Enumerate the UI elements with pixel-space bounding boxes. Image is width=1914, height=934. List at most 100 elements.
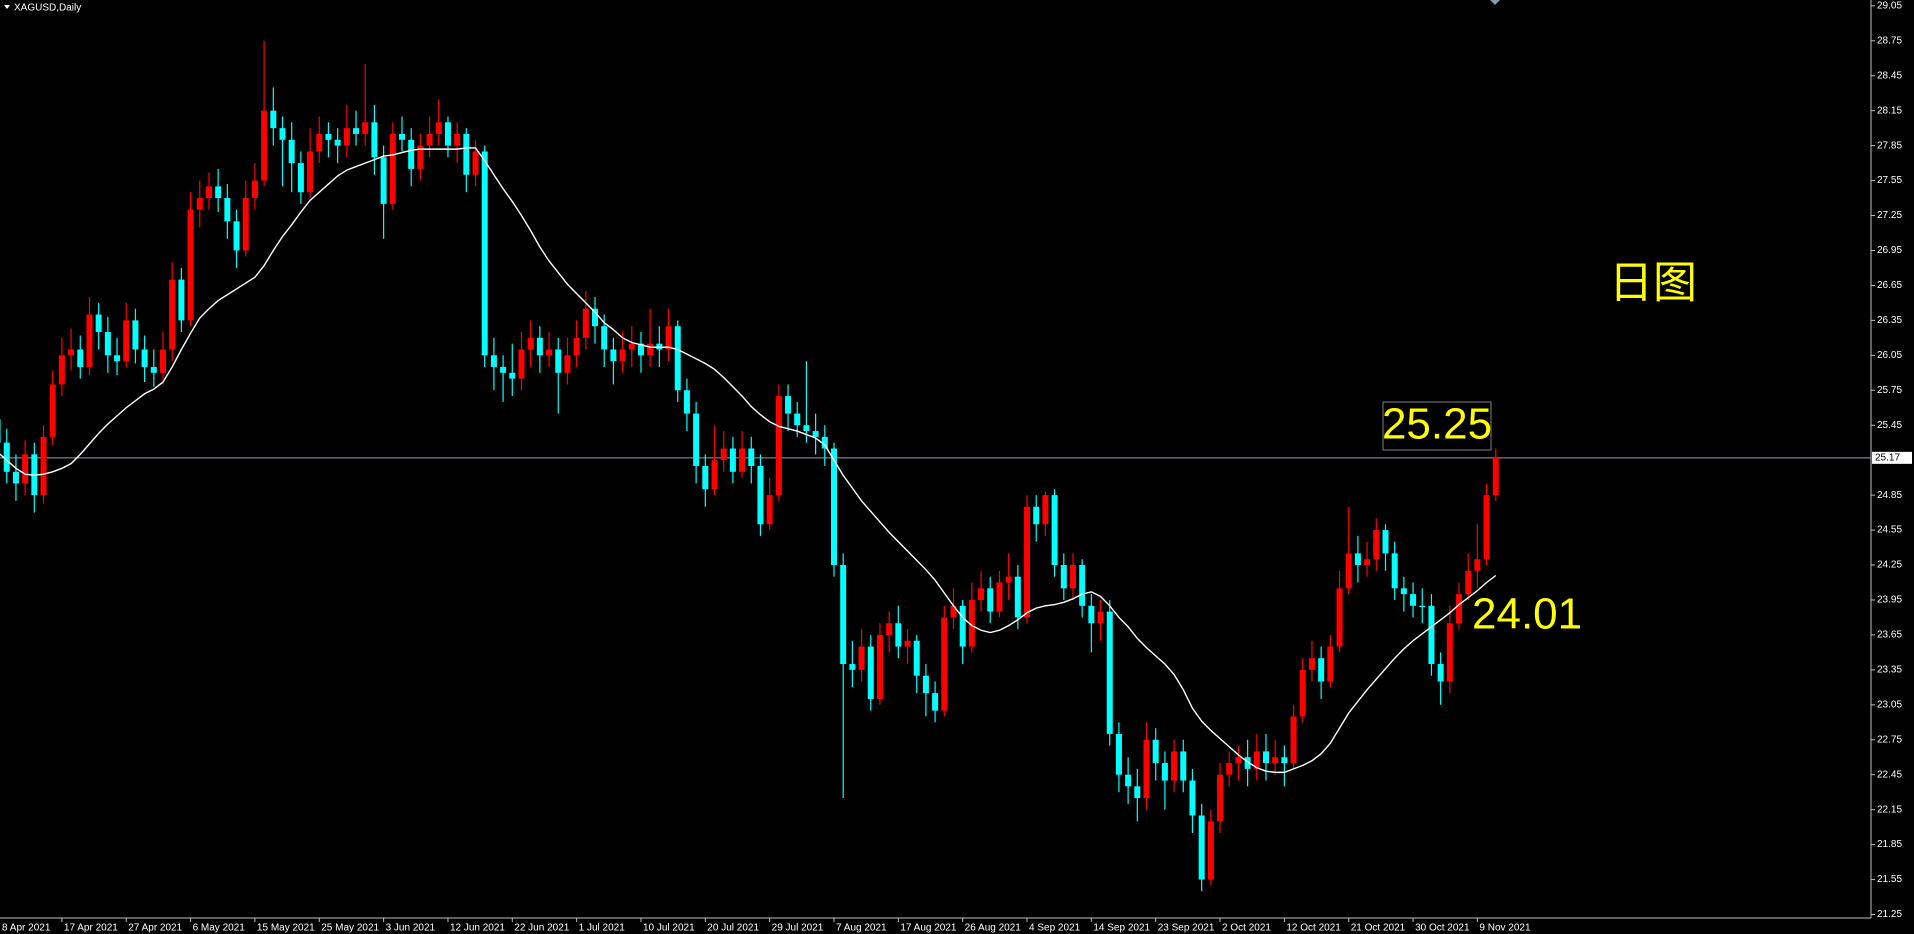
- candle-body: [114, 355, 121, 362]
- candle-body: [95, 314, 102, 333]
- candle-body: [904, 640, 911, 647]
- y-tick-label: 26.05: [1877, 350, 1902, 361]
- candle-body: [1400, 588, 1407, 595]
- period-annotation: 日图: [1609, 259, 1697, 308]
- candle-body: [757, 465, 764, 525]
- candle-body: [647, 343, 654, 356]
- candle-body: [22, 454, 29, 484]
- candle-body: [1391, 553, 1398, 589]
- candle-body: [261, 110, 268, 181]
- x-tick-label: 12 Jun 2021: [450, 923, 505, 934]
- y-tick-label: 27.25: [1877, 210, 1902, 221]
- x-tick-label: 4 Sep 2021: [1029, 923, 1081, 934]
- y-tick-label: 23.35: [1877, 665, 1902, 676]
- candle-body: [104, 332, 111, 356]
- candle-body: [766, 495, 773, 525]
- candle-body: [941, 617, 948, 711]
- candle-body: [1198, 815, 1205, 880]
- candle-body: [683, 390, 690, 414]
- candle-body: [1217, 774, 1224, 822]
- y-tick-label: 26.35: [1877, 315, 1902, 326]
- candle-body: [509, 372, 516, 379]
- x-tick-label: 17 Apr 2021: [64, 923, 118, 934]
- candle-body: [288, 139, 295, 164]
- candle-body: [1428, 605, 1435, 665]
- y-tick-label: 22.45: [1877, 769, 1902, 780]
- candle-body: [362, 122, 369, 134]
- candle-body: [1382, 530, 1389, 554]
- candle-body: [1299, 669, 1306, 717]
- candle-body: [619, 349, 626, 362]
- candle-body: [1171, 751, 1178, 781]
- current-price-tag: [1872, 451, 1912, 464]
- candle-body: [665, 326, 672, 350]
- x-tick-label: 10 Jul 2021: [643, 923, 695, 934]
- candle-body: [1244, 757, 1251, 769]
- candle-body: [996, 582, 1003, 612]
- candle-body: [1143, 739, 1150, 799]
- y-tick-label: 28.45: [1877, 70, 1902, 81]
- x-tick-label: 2 Oct 2021: [1222, 923, 1271, 934]
- candle-body: [527, 337, 534, 350]
- x-tick-label: 12 Oct 2021: [1286, 923, 1341, 934]
- candle-body: [536, 337, 543, 356]
- candle-body: [3, 442, 10, 472]
- y-tick-label: 24.55: [1877, 525, 1902, 536]
- x-tick-label: 20 Jul 2021: [707, 923, 759, 934]
- candle-body: [1465, 570, 1472, 595]
- candle-body: [775, 396, 782, 496]
- candle-body: [1014, 576, 1021, 618]
- candle-body: [1262, 751, 1269, 764]
- candle-body: [58, 355, 65, 385]
- candle-body: [1474, 559, 1481, 571]
- candle-body: [858, 646, 865, 670]
- y-tick-label: 27.55: [1877, 175, 1902, 186]
- candle-body: [1060, 565, 1067, 589]
- candle-body: [729, 448, 736, 472]
- y-tick-label: 25.75: [1877, 385, 1902, 396]
- candle-body: [1189, 780, 1196, 816]
- y-tick-label: 24.25: [1877, 560, 1902, 571]
- candle-body: [141, 349, 148, 367]
- y-tick-label: 25.45: [1877, 420, 1902, 431]
- candle-body: [803, 425, 810, 432]
- candle-body: [582, 308, 589, 338]
- ma-annotation: 24.01: [1472, 590, 1582, 639]
- y-tick-label: 27.85: [1877, 140, 1902, 151]
- y-tick-label: 28.75: [1877, 35, 1902, 46]
- candle-body: [1207, 821, 1214, 880]
- candle-body: [1373, 530, 1380, 560]
- candle-body: [279, 128, 286, 140]
- y-tick-label: 29.05: [1877, 0, 1902, 11]
- candle-body: [270, 110, 277, 129]
- candle-body: [1226, 763, 1233, 775]
- y-tick-label: 26.65: [1877, 280, 1902, 291]
- candle-body: [1318, 658, 1325, 682]
- candle-body: [371, 122, 378, 158]
- candle-body: [132, 320, 139, 350]
- candle-body: [1180, 751, 1187, 781]
- x-tick-label: 15 May 2021: [257, 923, 315, 934]
- candle-body: [748, 448, 755, 466]
- y-tick-label: 21.25: [1877, 909, 1902, 920]
- candle-body: [830, 448, 837, 566]
- y-tick-label: 22.15: [1877, 804, 1902, 815]
- y-tick-label: 23.95: [1877, 595, 1902, 606]
- candle-body: [1134, 786, 1141, 799]
- candle-body: [1115, 733, 1122, 775]
- y-tick-label: 21.85: [1877, 839, 1902, 850]
- annotation-box: [1382, 401, 1492, 451]
- y-tick-label: 24.85: [1877, 490, 1902, 501]
- candle-body: [932, 693, 939, 711]
- candle-body: [987, 588, 994, 612]
- x-tick-label: 27 Apr 2021: [128, 923, 182, 934]
- candle-body: [1253, 751, 1260, 769]
- candle-body: [435, 122, 442, 134]
- moving-average: [0, 147, 1497, 774]
- candle-body: [353, 128, 360, 134]
- candle-body: [215, 186, 222, 199]
- x-tick-label: 22 Jun 2021: [514, 923, 569, 934]
- candle-body: [68, 349, 75, 356]
